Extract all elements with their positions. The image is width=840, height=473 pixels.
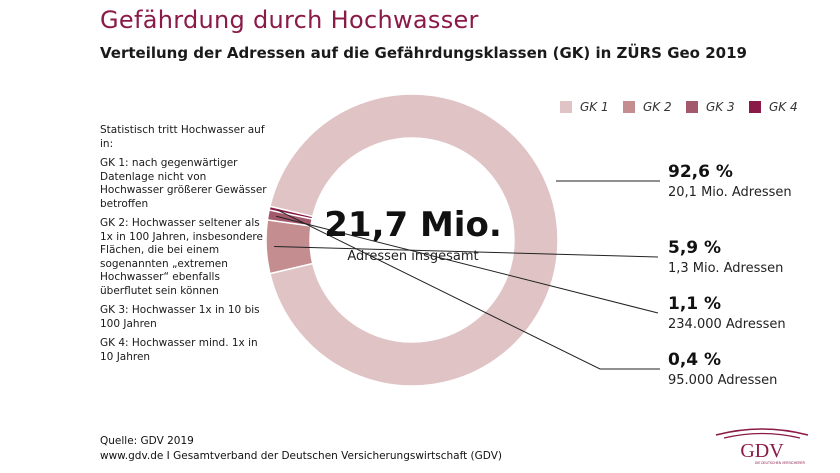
page-subtitle: Verteilung der Adressen auf die Gefährdu… (100, 44, 747, 62)
note-gk4: GK 4: Hochwasser mind. 1x in 10 Jahren (100, 337, 258, 363)
legend-label-gk4: GK 4 (769, 100, 798, 114)
note-intro: Statistisch tritt Hochwasser auf in: (100, 124, 265, 150)
legend-label-gk2: GK 2 (643, 100, 672, 114)
note-gk1: GK 1: nach gegenwärtiger Datenlage nicht… (100, 157, 267, 210)
note-gk2: GK 2: Hochwasser seltener als 1x in 100 … (100, 217, 263, 297)
source-credit: www.gdv.de I Gesamtverband der Deutschen… (100, 450, 502, 462)
legend-label-gk1: GK 1 (580, 100, 609, 114)
source-note: Quelle: GDV 2019 www.gdv.de I Gesamtverb… (100, 434, 502, 464)
source-line: Quelle: GDV 2019 (100, 435, 194, 447)
legend-swatch-gk1 (560, 101, 572, 113)
gdv-logo: GDV DIE DEUTSCHEN VERSICHERER (715, 428, 809, 465)
callout-gk3-percent: 1,1 % (668, 294, 722, 314)
logo-text: GDV (740, 440, 784, 462)
legend-item-gk1: GK 1 (560, 100, 623, 114)
legend-label-gk3: GK 3 (706, 100, 735, 114)
legend-swatch-gk3 (686, 101, 698, 113)
legend: GK 1 GK 2 GK 3 GK 4 (560, 100, 812, 114)
callout-gk3-count: 234.000 Adressen (668, 317, 786, 332)
legend-swatch-gk4 (749, 101, 761, 113)
legend-item-gk4: GK 4 (749, 100, 812, 114)
logo-tagline: DIE DEUTSCHEN VERSICHERER (755, 461, 806, 465)
legend-item-gk2: GK 2 (623, 100, 686, 114)
total-label: Adressen insgesamt (347, 249, 479, 264)
leader-line-gk4 (277, 209, 660, 370)
page-title: Gefährdung durch Hochwasser (100, 6, 479, 34)
callout-gk4-count: 95.000 Adressen (668, 373, 778, 388)
logo-arc-inner (723, 432, 801, 439)
callout-gk1: 92,6 % 20,1 Mio. Adressen (668, 162, 792, 201)
note-gk3: GK 3: Hochwasser 1x in 10 bis 100 Jahren (100, 304, 260, 330)
callout-gk3: 1,1 % 234.000 Adressen (668, 294, 786, 333)
legend-swatch-gk2 (623, 101, 635, 113)
callout-gk4-percent: 0,4 % (668, 350, 722, 370)
total-value: 21,7 Mio. (324, 205, 502, 245)
leader-line-gk2 (274, 246, 659, 258)
callout-gk2: 5,9 % 1,3 Mio. Adressen (668, 238, 783, 277)
callout-gk1-count: 20,1 Mio. Adressen (668, 185, 792, 200)
explanation-notes: Statistisch tritt Hochwasser auf in: GK … (100, 124, 270, 370)
donut-slice-gk4 (268, 205, 314, 220)
callout-gk1-percent: 92,6 % (668, 162, 733, 182)
callout-gk4: 0,4 % 95.000 Adressen (668, 350, 777, 389)
logo-arc-outer (715, 428, 809, 436)
legend-item-gk3: GK 3 (686, 100, 749, 114)
callout-gk2-count: 1,3 Mio. Adressen (668, 261, 784, 276)
callout-gk2-percent: 5,9 % (668, 238, 722, 258)
leader-line-gk3 (275, 215, 659, 314)
